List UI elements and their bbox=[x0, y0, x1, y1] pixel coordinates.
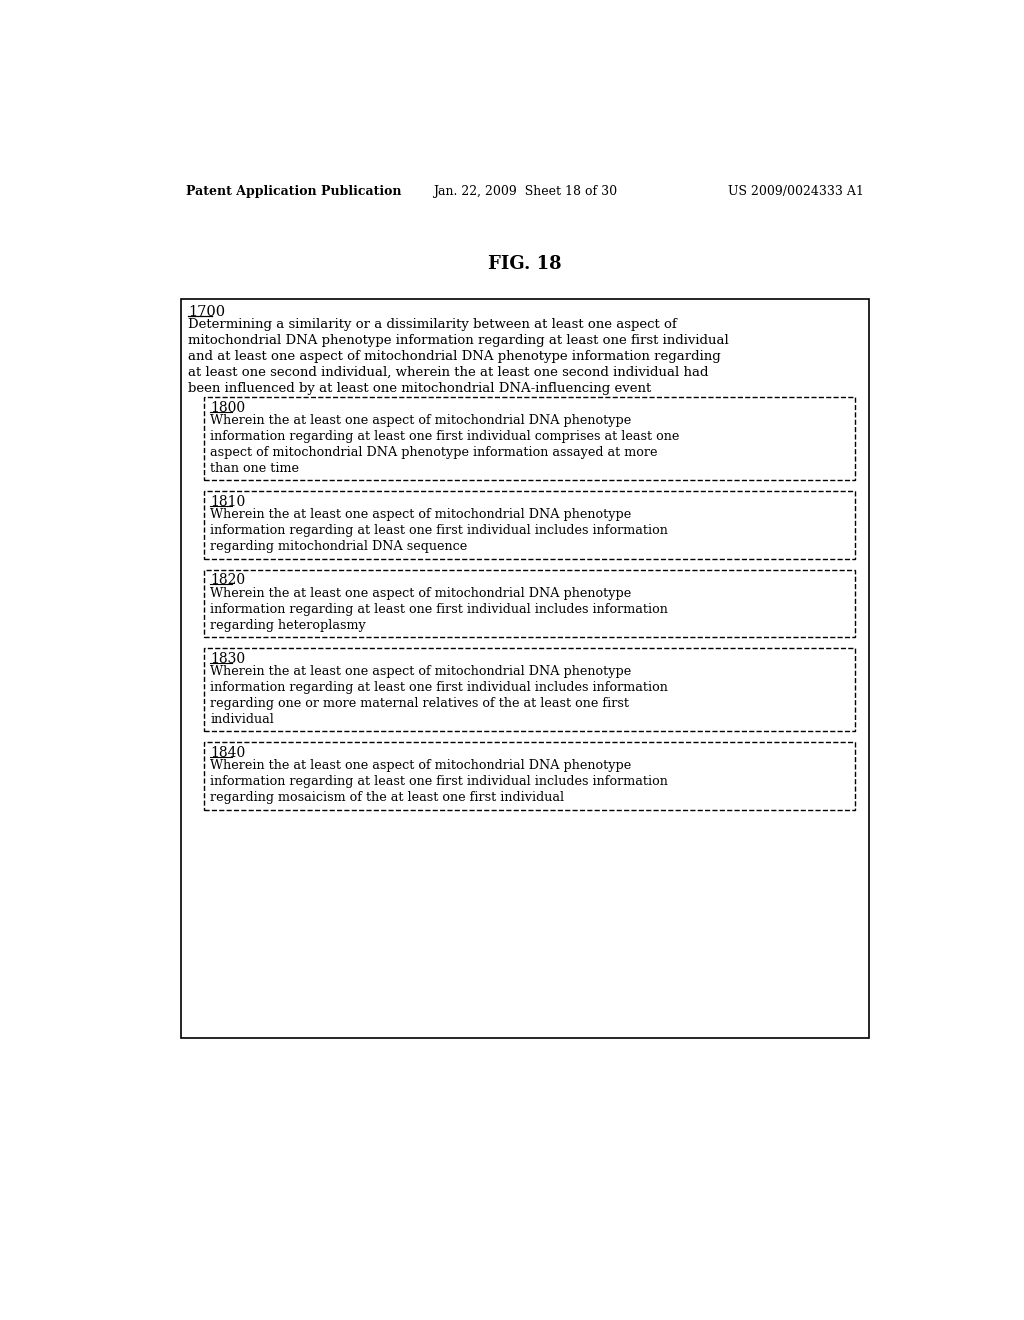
Text: Wherein the at least one aspect of mitochondrial DNA phenotype
information regar: Wherein the at least one aspect of mitoc… bbox=[210, 586, 668, 631]
Text: Jan. 22, 2009  Sheet 18 of 30: Jan. 22, 2009 Sheet 18 of 30 bbox=[433, 185, 616, 198]
Text: Wherein the at least one aspect of mitochondrial DNA phenotype
information regar: Wherein the at least one aspect of mitoc… bbox=[210, 759, 668, 804]
Text: 1810: 1810 bbox=[210, 495, 246, 510]
Bar bbox=[180, 298, 869, 1038]
Text: Determining a similarity or a dissimilarity between at least one aspect of
mitoc: Determining a similarity or a dissimilar… bbox=[188, 318, 729, 395]
Text: Wherein the at least one aspect of mitochondrial DNA phenotype
information regar: Wherein the at least one aspect of mitoc… bbox=[210, 414, 680, 475]
Text: 1840: 1840 bbox=[210, 746, 246, 760]
Text: Wherein the at least one aspect of mitochondrial DNA phenotype
information regar: Wherein the at least one aspect of mitoc… bbox=[210, 665, 668, 726]
Bar bbox=[204, 742, 855, 810]
Bar bbox=[204, 648, 855, 731]
Text: 1830: 1830 bbox=[210, 652, 246, 667]
Text: Patent Application Publication: Patent Application Publication bbox=[186, 185, 401, 198]
Bar bbox=[204, 570, 855, 638]
Text: 1700: 1700 bbox=[188, 305, 225, 318]
Bar bbox=[204, 491, 855, 558]
Text: 1820: 1820 bbox=[210, 573, 246, 587]
Text: Wherein the at least one aspect of mitochondrial DNA phenotype
information regar: Wherein the at least one aspect of mitoc… bbox=[210, 508, 668, 553]
Text: FIG. 18: FIG. 18 bbox=[488, 255, 561, 273]
Text: US 2009/0024333 A1: US 2009/0024333 A1 bbox=[728, 185, 864, 198]
Text: 1800: 1800 bbox=[210, 401, 246, 414]
Bar bbox=[204, 397, 855, 480]
